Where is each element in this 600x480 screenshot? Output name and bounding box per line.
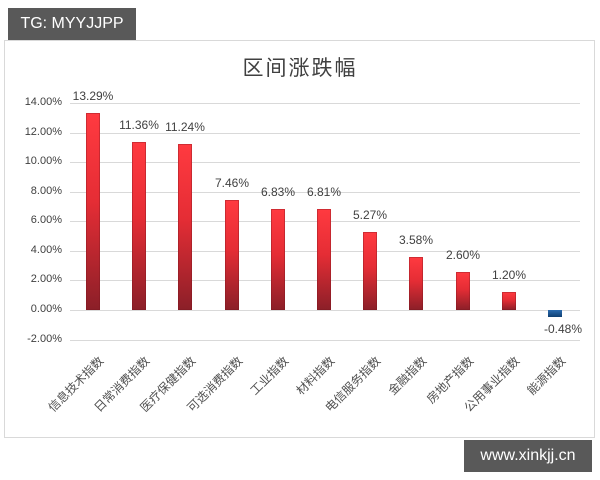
gridline (70, 310, 580, 311)
y-tick-label: 12.00% (24, 126, 62, 138)
y-tick-label: -2.00% (27, 333, 62, 345)
y-tick-label: 14.00% (24, 96, 62, 108)
bar (456, 272, 470, 310)
bar (225, 200, 239, 310)
bar (317, 209, 331, 310)
gridline (70, 162, 580, 163)
y-tick-label: 8.00% (30, 185, 62, 197)
bar (178, 144, 192, 310)
y-tick-label: 6.00% (30, 214, 62, 226)
gridline (70, 340, 580, 341)
gridline (70, 133, 580, 134)
bar (86, 113, 100, 310)
chart-title: 区间涨跌幅 (242, 56, 358, 80)
value-label: 1.20% (491, 268, 527, 282)
bar (548, 310, 562, 317)
tg-badge: TG: MYYJJPP (8, 8, 136, 40)
value-label: 5.27% (352, 208, 388, 222)
bar (409, 257, 423, 310)
value-label: 7.46% (214, 176, 250, 190)
watermark: www.xinkjj.cn (464, 440, 592, 472)
bar (502, 292, 516, 310)
gridline (70, 103, 580, 104)
value-label: 11.24% (165, 120, 205, 134)
value-label: 6.81% (306, 185, 342, 199)
value-label: -0.48% (543, 322, 583, 336)
y-tick-label: 4.00% (30, 244, 62, 256)
bar (363, 232, 377, 310)
value-label: 11.36% (119, 118, 159, 132)
value-label: 2.60% (445, 248, 481, 262)
y-tick-label: 0.00% (30, 303, 62, 315)
chart-frame (4, 40, 595, 438)
value-label: 13.29% (72, 89, 114, 103)
gridline (70, 192, 580, 193)
y-tick-label: 2.00% (30, 273, 62, 285)
bar (132, 142, 146, 310)
bar (271, 209, 285, 310)
value-label: 6.83% (260, 185, 296, 199)
value-label: 3.58% (398, 233, 434, 247)
y-tick-label: 10.00% (24, 155, 62, 167)
